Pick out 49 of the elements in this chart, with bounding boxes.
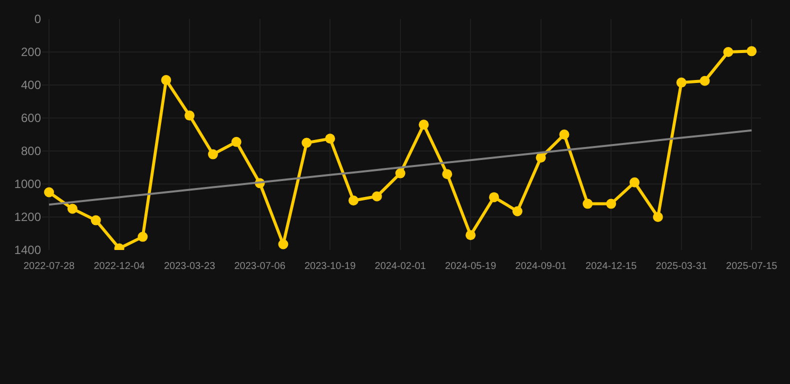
point: [466, 230, 476, 240]
point: [208, 149, 218, 160]
point: [325, 134, 336, 144]
x-tick-label: 2023-10-19: [304, 261, 356, 272]
point: [348, 196, 358, 206]
y-tick-label: 200: [20, 45, 42, 60]
point: [746, 46, 757, 56]
y-tick-label: 600: [20, 111, 42, 126]
point: [489, 192, 500, 202]
line-series: [48, 129, 753, 206]
point: [67, 204, 78, 214]
x-tick-label: 2024-09-01: [515, 261, 567, 272]
point: [184, 110, 195, 121]
point: [44, 187, 54, 198]
point: [512, 206, 522, 216]
point: [442, 169, 452, 180]
x-tick-label: 2023-03-23: [164, 261, 216, 272]
point: [418, 120, 429, 130]
y-tick-label: 1200: [14, 210, 42, 224]
point: [652, 212, 663, 222]
x-tick-label: 2023-07-06: [234, 261, 286, 272]
point: [582, 198, 593, 209]
point: [138, 232, 148, 242]
x-tick-label: 2024-05-19: [445, 261, 497, 272]
point: [559, 130, 570, 140]
point: [90, 215, 101, 226]
point: [302, 138, 312, 148]
point: [723, 47, 734, 57]
point: [161, 75, 172, 86]
y-tick-label: 800: [20, 144, 42, 158]
x-tick-label: 2024-02-01: [374, 261, 426, 272]
x-tick-label: 2025-07-15: [726, 261, 778, 272]
y-tick-label: 1400: [14, 243, 42, 258]
x-tick-label: 2025-03-31: [656, 261, 708, 272]
y-tick-label: 1000: [14, 177, 42, 192]
x-tick-label: 2022-12-04: [94, 261, 146, 272]
x-tick-label: 2022-07-28: [23, 261, 76, 272]
point: [536, 152, 546, 163]
point: [231, 136, 242, 147]
y-tick-label: 400: [20, 78, 42, 92]
x-tick-label: 2024-12-15: [586, 261, 638, 272]
point: [372, 191, 382, 202]
point: [676, 78, 686, 88]
point: [700, 76, 710, 86]
point: [278, 239, 288, 250]
point: [606, 198, 616, 209]
point: [395, 168, 406, 178]
point: [630, 177, 640, 188]
y-tick-label: 0: [34, 12, 42, 26]
